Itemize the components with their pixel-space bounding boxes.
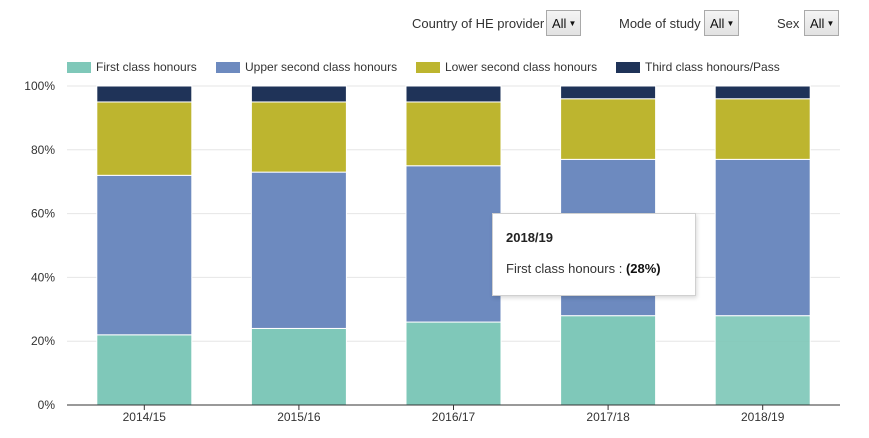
tooltip-body: First class honours : (28%) — [506, 261, 695, 276]
legend-swatch — [67, 62, 91, 73]
country-select[interactable]: All ▼ — [546, 10, 581, 36]
sex-select-value: All — [810, 16, 825, 31]
x-tick-label: 2018/19 — [741, 410, 785, 424]
tooltip-value: (28%) — [625, 261, 661, 276]
bar-segment[interactable] — [714, 85, 811, 100]
bar-segment[interactable] — [250, 171, 347, 329]
legend-swatch — [216, 62, 240, 73]
country-select-value: All — [552, 16, 567, 31]
x-tick-label: 2017/18 — [586, 410, 630, 424]
y-tick-label: 20% — [31, 334, 55, 348]
bar-segment[interactable] — [405, 165, 502, 323]
chevron-down-icon: ▼ — [568, 19, 577, 28]
bar-segment[interactable] — [250, 101, 347, 173]
chevron-down-icon: ▼ — [726, 19, 735, 28]
x-tick-label: 2016/17 — [432, 410, 476, 424]
legend-label: First class honours — [96, 60, 197, 74]
legend-swatch — [416, 62, 440, 73]
legend-swatch — [616, 62, 640, 73]
bar-segment[interactable] — [96, 174, 193, 336]
bar-segment[interactable] — [250, 327, 347, 406]
chart-legend: First class honours Upper second class h… — [0, 60, 869, 76]
bar-segment[interactable] — [560, 98, 657, 160]
bar-segment[interactable] — [560, 85, 657, 100]
chevron-down-icon: ▼ — [826, 19, 835, 28]
x-tick-label: 2015/16 — [277, 410, 321, 424]
legend-label: Upper second class honours — [245, 60, 398, 74]
y-tick-label: 0% — [38, 398, 56, 412]
bar-segment[interactable] — [250, 85, 347, 103]
bar-segment[interactable] — [714, 98, 811, 160]
legend-label: Third class honours/Pass — [645, 60, 780, 74]
tooltip-series: First class honours : — [506, 261, 623, 276]
filter-label-sex: Sex — [777, 16, 800, 31]
bar-segment[interactable] — [560, 315, 657, 406]
bar-segment[interactable] — [714, 315, 811, 406]
bar-segment[interactable] — [96, 101, 193, 176]
sex-select[interactable]: All ▼ — [804, 10, 839, 36]
filter-bar: Country of HE provider All ▼ Mode of stud… — [0, 10, 869, 40]
y-tick-label: 100% — [24, 79, 55, 93]
chart-tooltip: 2018/19 First class honours : (28%) — [492, 213, 696, 296]
legend-label: Lower second class honours — [445, 60, 598, 74]
bar-segment[interactable] — [96, 334, 193, 406]
bar-segment[interactable] — [96, 85, 193, 103]
bar-segment[interactable] — [714, 158, 811, 317]
bar-segment[interactable] — [405, 321, 502, 406]
mode-select-value: All — [710, 16, 725, 31]
tooltip-title: 2018/19 — [506, 230, 553, 245]
mode-select[interactable]: All ▼ — [704, 10, 739, 36]
bar-segment[interactable] — [405, 101, 502, 167]
bar-segment[interactable] — [405, 85, 502, 103]
filter-label-mode: Mode of study — [619, 16, 701, 31]
y-tick-label: 40% — [31, 270, 55, 284]
x-tick-label: 2014/15 — [123, 410, 167, 424]
filter-label-country: Country of HE provider — [412, 16, 545, 31]
y-tick-label: 80% — [31, 143, 55, 157]
y-tick-label: 60% — [31, 207, 55, 221]
